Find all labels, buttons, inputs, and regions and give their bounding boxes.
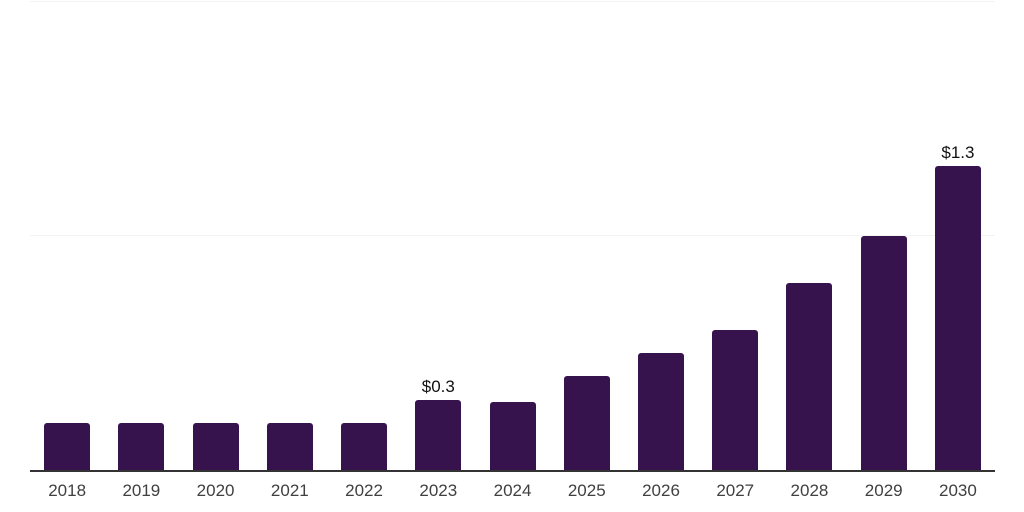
bar-2020: [192, 423, 239, 470]
bar-2024: [489, 402, 536, 470]
x-tick-label-2018: 2018: [48, 481, 87, 500]
bar-slot-2029: [847, 0, 921, 470]
bar-2027: [712, 330, 759, 470]
bar-slot-2019: [104, 0, 178, 470]
bar-slot-2022: [327, 0, 401, 470]
bars-container: $0.3 $1.3: [30, 0, 995, 470]
bar-slot-2030: $1.3: [921, 0, 995, 470]
x-axis-line: [30, 470, 995, 472]
bar-2029: [860, 236, 907, 470]
x-tick-label-2020: 2020: [196, 481, 235, 500]
bar-slot-2018: [30, 0, 104, 470]
bar-2028: [786, 283, 833, 470]
x-tick-label-2019: 2019: [122, 481, 161, 500]
bar-value-label-2030: $1.3: [941, 143, 975, 162]
bar-slot-2025: [550, 0, 624, 470]
plot-area: $0.3 $1.3: [30, 0, 995, 472]
x-tick-label-2024: 2024: [493, 481, 532, 500]
bar-2026: [637, 353, 684, 470]
x-tick-label-2025: 2025: [567, 481, 606, 500]
bar-slot-2028: [772, 0, 846, 470]
bar-slot-2023: $0.3: [401, 0, 475, 470]
bar-2019: [118, 423, 165, 470]
bar-2018: [44, 423, 91, 470]
bar-2025: [563, 376, 610, 470]
x-tick-label-2029: 2029: [864, 481, 903, 500]
bar-slot-2026: [624, 0, 698, 470]
x-tick-label-2030: 2030: [939, 481, 977, 500]
bar-slot-2020: [178, 0, 252, 470]
bar-slot-2021: [253, 0, 327, 470]
x-tick-label-2023: 2023: [419, 481, 458, 500]
bar-2023: [415, 400, 462, 470]
x-tick-label-2022: 2022: [345, 481, 383, 500]
x-tick-label-2026: 2026: [642, 481, 680, 500]
bar-slot-2024: [475, 0, 549, 470]
bar-2030: [934, 166, 981, 470]
gridline-y-1: [30, 235, 995, 236]
bar-value-label-2023: $0.3: [421, 377, 455, 396]
gridline-y-2: [30, 1, 995, 2]
x-axis-labels: 2018 2019 2020 2021 2022 2023 2024 2025 2026 2027…: [30, 474, 995, 501]
bar-slot-2027: [698, 0, 772, 470]
x-tick-label-2027: 2027: [716, 481, 755, 500]
x-tick-label-2028: 2028: [790, 481, 829, 500]
x-tick-label-2021: 2021: [270, 481, 309, 500]
bar-2021: [266, 423, 313, 470]
bar-2022: [341, 423, 388, 470]
